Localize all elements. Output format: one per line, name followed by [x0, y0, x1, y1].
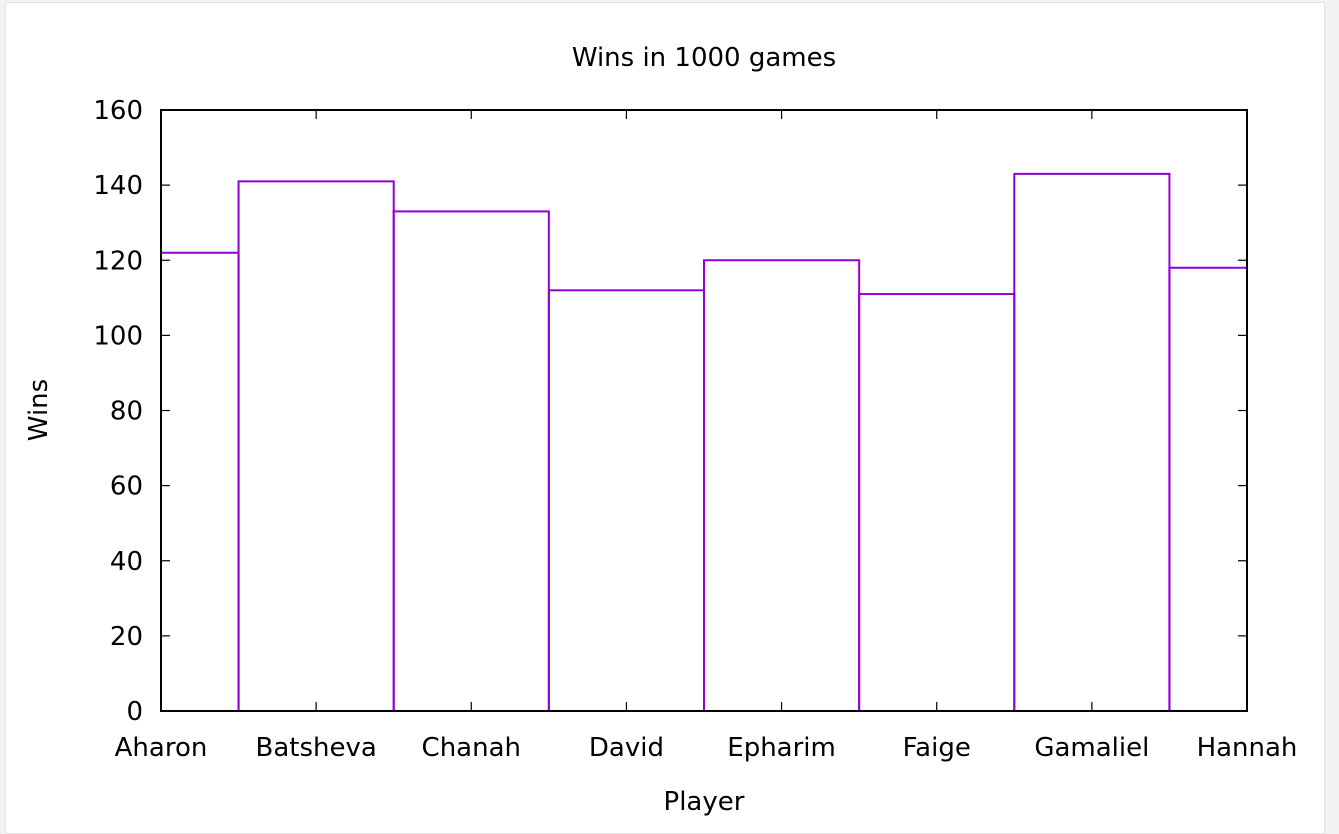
- x-tick-label: Gamaliel: [1034, 733, 1149, 763]
- bar: [547, 289, 705, 712]
- x-tick-label: David: [589, 733, 664, 763]
- plot-border: [160, 109, 1248, 712]
- chart-frame: [5, 2, 1325, 834]
- bar: [703, 259, 861, 712]
- x-tick-label: Batsheva: [255, 733, 376, 763]
- x-tick-label: Aharon: [115, 733, 208, 763]
- x-tick-label: Epharim: [727, 733, 836, 763]
- y-tick-label: 120: [93, 246, 143, 276]
- chart-title: Wins in 1000 games: [572, 43, 836, 73]
- bar: [858, 293, 1016, 712]
- bar: [1013, 172, 1171, 712]
- y-tick-label: 20: [110, 622, 143, 652]
- y-tick-label: 100: [93, 321, 143, 351]
- x-tick-label: Hannah: [1197, 733, 1298, 763]
- y-tick-label: 40: [110, 547, 143, 577]
- bar: [237, 180, 395, 712]
- plot-area: 0 20 40 60 80 100 120 140 160 Aharon Batsheva Chana…: [93, 96, 1297, 763]
- y-tick-label: 60: [110, 472, 143, 502]
- bar: [392, 210, 550, 712]
- y-tick-label: 80: [110, 397, 143, 427]
- bar: [160, 251, 240, 713]
- y-tick-label: 0: [126, 697, 143, 727]
- y-tick-label: 140: [93, 171, 143, 201]
- bar: [1168, 266, 1249, 712]
- x-tick-label: Chanah: [422, 733, 521, 763]
- y-tick-label: 160: [93, 96, 143, 126]
- x-tick-label: Faige: [903, 733, 971, 763]
- y-axis-label: Wins: [24, 379, 54, 441]
- x-axis-label: Player: [664, 787, 745, 817]
